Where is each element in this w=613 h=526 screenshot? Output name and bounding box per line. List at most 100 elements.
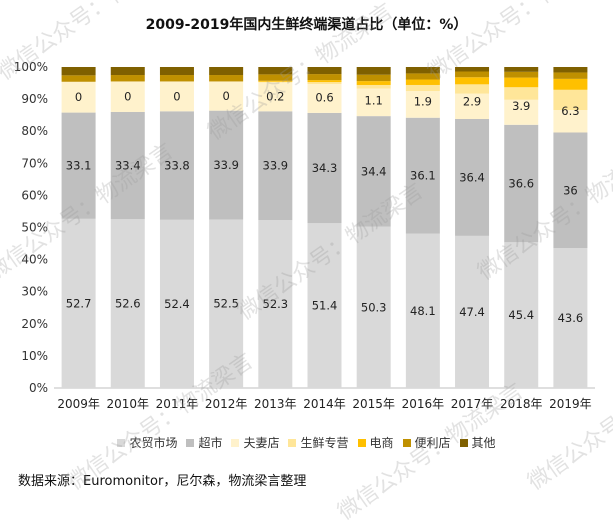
legend-item: 电商 (357, 434, 394, 451)
data-label: 52.5 (213, 297, 239, 311)
bar-segment-1 (553, 132, 588, 249)
data-label: 43.6 (558, 311, 584, 325)
bar-segment-3 (405, 84, 440, 92)
data-label: 0 (75, 90, 82, 104)
bar-segment-1 (307, 112, 342, 224)
bar-segment-6 (159, 67, 194, 76)
data-label: 52.7 (66, 296, 92, 310)
legend-label: 农贸市场 (129, 436, 178, 450)
data-label: 36.4 (459, 170, 485, 184)
bar-segment-0 (258, 220, 293, 388)
bar-segment-2 (553, 110, 588, 133)
bar-segment-5 (307, 74, 342, 81)
bar-segment-6 (258, 67, 293, 75)
data-label: 2.9 (463, 95, 481, 109)
data-label: 48.1 (410, 304, 436, 318)
data-label: 33.4 (115, 159, 141, 173)
bar-segment-1 (159, 111, 194, 220)
data-label: 3.9 (512, 99, 530, 113)
bar-segment-6 (455, 67, 490, 72)
x-tick-label: 2015年 (352, 397, 395, 411)
x-tick-label: 2017年 (451, 397, 494, 411)
bar-segment-0 (61, 218, 96, 388)
bar-segment-2 (356, 88, 391, 117)
data-label: 52.3 (263, 297, 289, 311)
bar-segment-6 (110, 67, 145, 76)
bar-segment-0 (405, 233, 440, 388)
bar-segment-6 (405, 67, 440, 74)
bar-segment-3 (356, 84, 391, 89)
legend-item: 其他 (459, 434, 496, 451)
bar-segment-6 (209, 67, 244, 76)
data-label: 0.2 (266, 90, 284, 104)
x-tick-label: 2018年 (500, 397, 543, 411)
legend-label: 超市 (198, 436, 223, 450)
bar-segment-2 (405, 91, 440, 118)
bar-segment-2 (159, 81, 194, 112)
y-tick-label: 0% (29, 381, 48, 395)
data-label: 1.1 (365, 94, 383, 108)
data-label: 36.1 (410, 169, 436, 183)
source-note: 数据来源：Euromonitor，尼尔森，物流梁言整理 (18, 474, 307, 489)
bar-segment-3 (455, 84, 490, 94)
bar-segment-4 (258, 80, 293, 82)
bar-segment-4 (405, 79, 440, 85)
bar-segment-4 (455, 77, 490, 85)
legend-swatch (459, 438, 468, 447)
bar-segment-6 (553, 67, 588, 73)
legend-label: 其他 (471, 436, 496, 450)
legend-item: 超市 (186, 434, 222, 451)
bar-segment-1 (258, 111, 293, 221)
data-label: 52.6 (115, 297, 141, 311)
bar-segment-1 (504, 124, 539, 243)
bar-segment-1 (405, 117, 440, 234)
legend-item: 农贸市场 (117, 434, 177, 451)
x-tick-label: 2010年 (106, 397, 149, 411)
bar-segment-4 (553, 78, 588, 90)
data-label: 33.9 (263, 159, 289, 173)
x-tick-label: 2009年 (57, 397, 100, 411)
bar-segment-0 (159, 219, 194, 388)
bar-segment-2 (61, 81, 96, 113)
y-tick-label: 80% (21, 124, 48, 138)
bar-segment-5 (356, 74, 391, 82)
data-label: 51.4 (312, 299, 338, 313)
x-tick-label: 2011年 (156, 397, 199, 411)
bar-segment-1 (110, 111, 145, 220)
legend-swatch (402, 438, 411, 447)
data-label: 34.4 (361, 164, 387, 178)
data-label: 33.9 (213, 158, 239, 172)
bar-segment-5 (110, 75, 145, 82)
y-tick-label: 50% (21, 221, 48, 235)
legend-item: 生鲜专营 (288, 434, 349, 451)
bar-segment-4 (504, 77, 539, 88)
bar-segment-5 (504, 71, 539, 78)
chart-title: 2009-2019年国内生鲜终端渠道占比（单位：%） (145, 17, 468, 33)
y-tick-label: 100% (14, 60, 48, 74)
y-tick-label: 40% (21, 253, 48, 267)
data-label: 52.4 (164, 297, 190, 311)
bar-segment-4 (307, 80, 342, 83)
y-tick-label: 10% (21, 349, 48, 363)
data-label: 33.1 (66, 159, 92, 173)
bar-segment-0 (356, 226, 391, 388)
data-label: 1.9 (414, 94, 432, 108)
legend-label: 便利店 (414, 436, 451, 450)
bar-segment-0 (504, 242, 539, 388)
bar-segment-6 (307, 67, 342, 75)
legend-item: 便利店 (402, 434, 451, 451)
x-tick-label: 2016年 (402, 397, 445, 411)
legend-swatch (231, 438, 240, 447)
x-tick-label: 2014年 (303, 397, 346, 411)
data-label: 36.6 (508, 177, 534, 191)
bar-segment-6 (61, 67, 96, 76)
x-tick-label: 2019年 (549, 397, 592, 411)
bar-segment-5 (258, 74, 293, 81)
bar-segment-2 (258, 82, 293, 112)
bar-segment-6 (504, 67, 539, 72)
bar-segment-0 (455, 235, 490, 388)
bar-segment-3 (504, 87, 539, 100)
data-label: 34.3 (312, 161, 338, 175)
bar-segment-5 (159, 75, 194, 82)
bar-segment-1 (209, 110, 244, 220)
